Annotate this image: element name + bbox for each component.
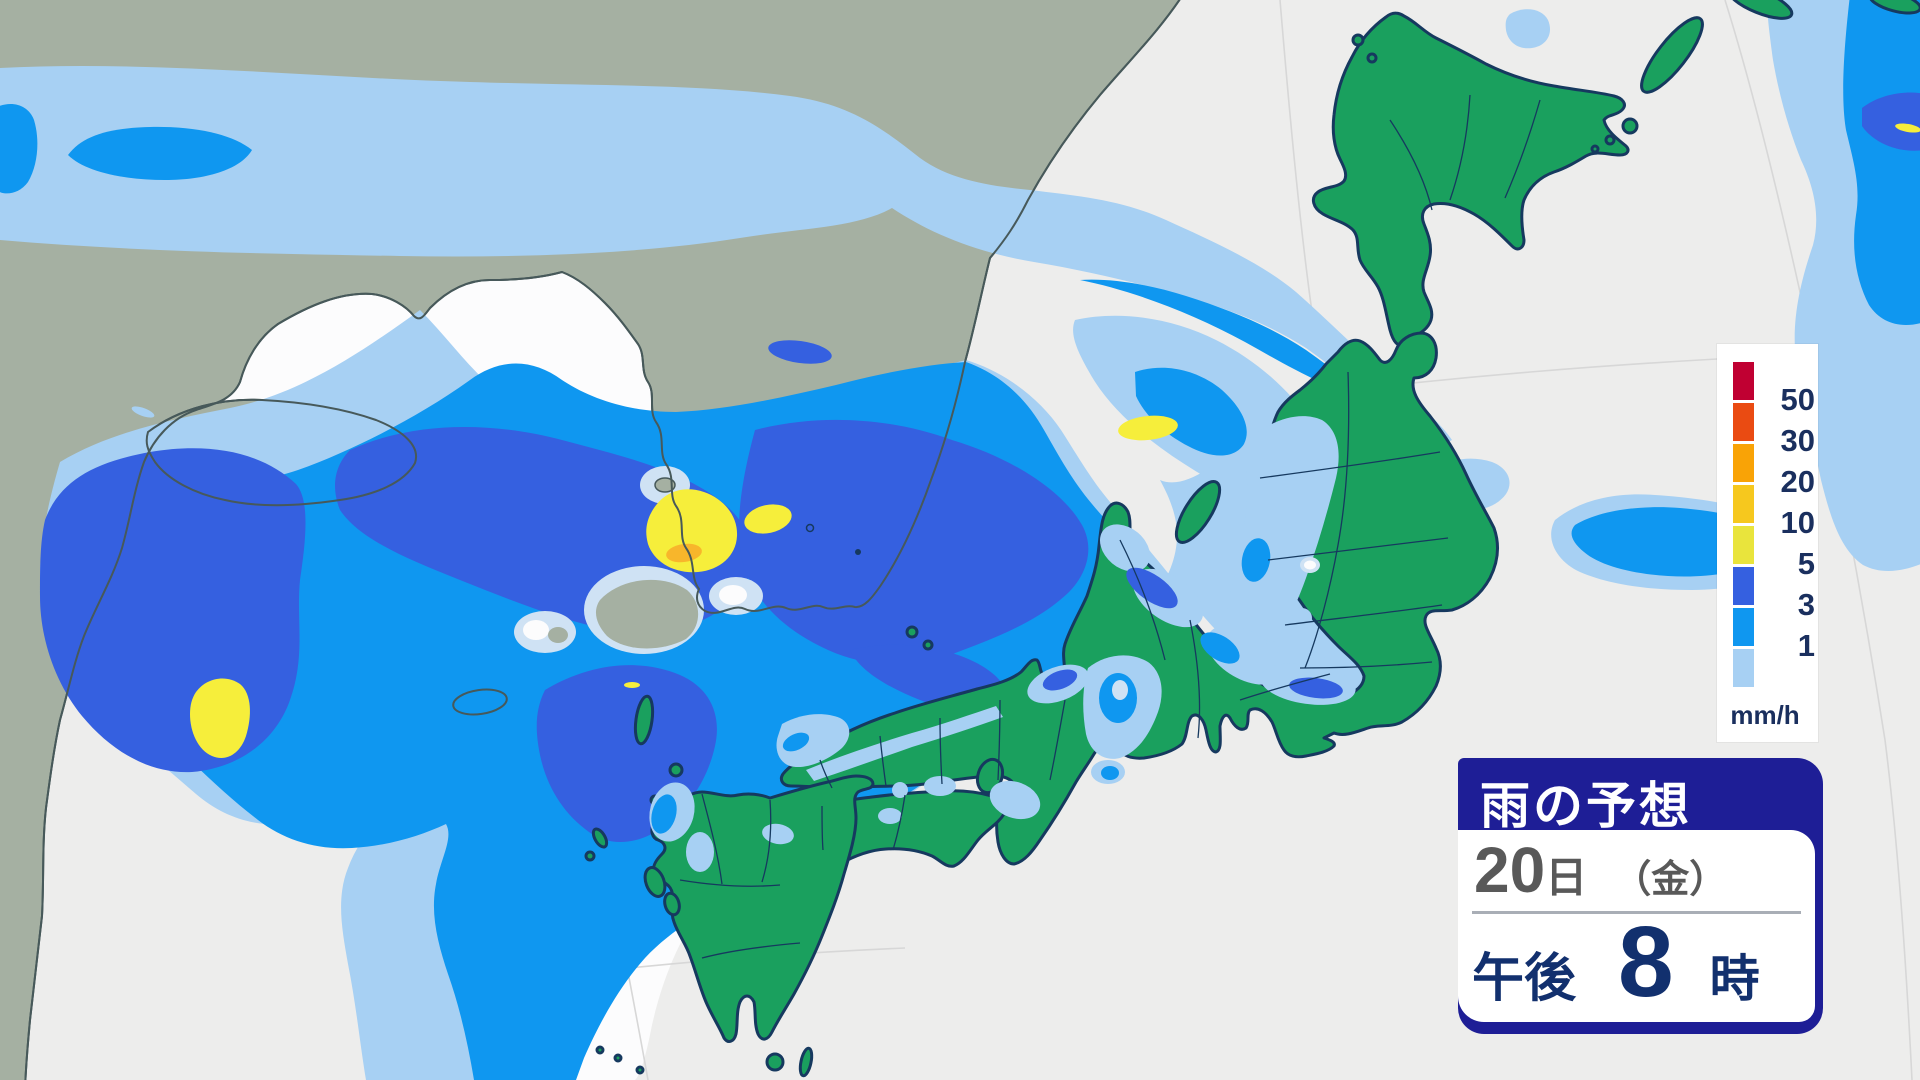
forecast-weekday: （金） <box>1613 859 1728 901</box>
forecast-hour-suffix: 時 <box>1709 951 1760 1007</box>
forecast-period: 午後 <box>1472 950 1577 1008</box>
prefecture-borders <box>679 94 1541 959</box>
legend-swatch-30 <box>1733 403 1754 441</box>
legend-label-1: 1 <box>1797 628 1815 663</box>
rain-on-land <box>649 416 1356 872</box>
legend-swatch-1 <box>1733 608 1754 646</box>
forecast-date-row: 20 日 （金） <box>1458 830 1815 905</box>
legend-label-5: 5 <box>1797 546 1815 581</box>
legend-label-30: 30 <box>1780 423 1815 458</box>
legend-unit-label: mm/h <box>1730 700 1800 730</box>
rain-yellow-areas <box>190 123 1920 758</box>
legend-swatch-20 <box>1733 444 1754 482</box>
legend-swatch-10 <box>1733 485 1754 523</box>
forecast-day: 20 <box>1474 834 1546 906</box>
rain-intensity-legend: 50 30 20 10 5 3 1 mm/h <box>1717 344 1818 742</box>
legend-label-10: 10 <box>1780 505 1815 540</box>
forecast-panel: 20 日 （金） 午後 8 時 <box>1458 830 1815 1022</box>
rain-holes <box>514 466 861 654</box>
legend-swatch-50 <box>1733 362 1754 400</box>
forecast-time-row: 午後 8 時 <box>1458 906 1815 1018</box>
divider-line <box>1472 911 1801 914</box>
continent-coastline <box>0 0 1187 1080</box>
forecast-info-box: 雨の予想 20 日 （金） 午後 8 時 <box>1458 758 1823 1034</box>
legend-swatch-3 <box>1733 567 1754 605</box>
forecast-hour: 8 <box>1618 906 1674 1018</box>
legend-label-50: 50 <box>1780 382 1815 417</box>
forecast-title: 雨の予想 <box>1480 778 1692 834</box>
forecast-day-suffix: 日 <box>1545 854 1588 901</box>
legend-swatch-min <box>1733 649 1754 687</box>
legend-swatch-5 <box>1733 526 1754 564</box>
legend-label-3: 3 <box>1797 587 1815 622</box>
legend-label-20: 20 <box>1780 464 1815 499</box>
